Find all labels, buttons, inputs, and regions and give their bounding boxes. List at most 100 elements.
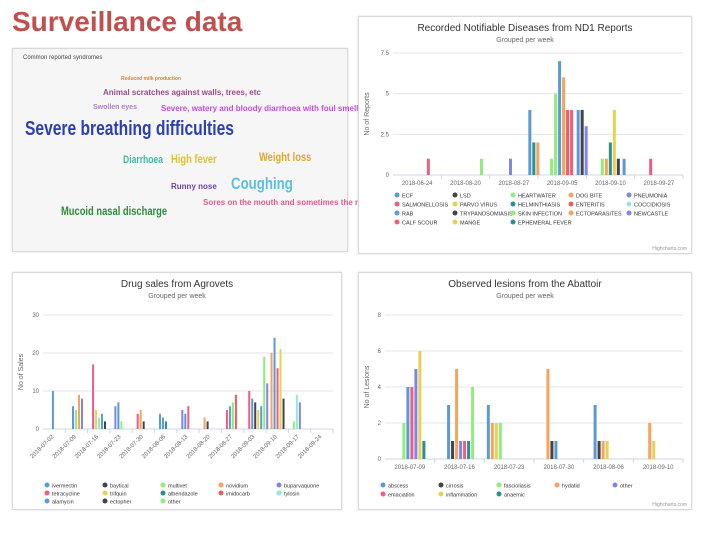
- bar: [494, 423, 498, 459]
- legend-marker: [394, 192, 400, 198]
- bar: [532, 142, 536, 175]
- bar: [536, 142, 540, 175]
- bar: [51, 391, 54, 429]
- bar: [251, 398, 254, 429]
- legend-marker: [568, 210, 574, 216]
- legend-label: SALMONELLOSIS: [402, 203, 448, 209]
- legend-label: buparvaquone: [284, 484, 319, 490]
- y-tick-label: 2: [378, 421, 382, 427]
- wordcloud-word: Diarrhoea: [123, 154, 164, 166]
- legend-label: abscess: [388, 484, 408, 490]
- bar: [225, 410, 228, 429]
- x-tick-label: 2018-09-10: [595, 181, 626, 187]
- bar: [231, 402, 234, 429]
- y-tick-label: 10: [32, 389, 39, 395]
- bar: [298, 402, 301, 429]
- legend-label: imidocarb: [226, 492, 250, 498]
- wordcloud-word: Severe breathing difficulties: [25, 118, 234, 140]
- legend-label: inflammation: [446, 493, 477, 499]
- y-tick-label: 2.5: [381, 132, 390, 138]
- legend-label: ECTOPARASITES: [576, 212, 622, 218]
- chart-title: Recorded Notifiable Diseases from ND1 Re…: [417, 23, 632, 34]
- legend-label: HEARTWATER: [518, 194, 556, 200]
- bar: [418, 351, 422, 459]
- bar: [295, 394, 298, 429]
- bar: [601, 441, 605, 459]
- bar: [426, 158, 430, 175]
- legend-marker: [394, 201, 400, 207]
- bar: [550, 158, 554, 175]
- legend-label: CALF SCOUR: [402, 221, 437, 227]
- wordcloud-word: Swollen eyes: [93, 104, 137, 111]
- legend-marker: [44, 482, 50, 488]
- bar: [406, 387, 410, 459]
- bar: [570, 109, 574, 175]
- legend-label: PNEUMONIA: [634, 194, 668, 200]
- x-tick-label: 2018-08-06: [593, 465, 624, 471]
- wordcloud-word: Sores on the mouth and sometimes the nos…: [203, 198, 374, 207]
- legend-marker: [218, 482, 224, 488]
- lesions-chart: Observed lesions from the Abattoir Groupe…: [364, 279, 687, 508]
- legend-marker: [394, 210, 400, 216]
- bar: [257, 410, 260, 429]
- legend-label: ECF: [402, 194, 414, 200]
- bar: [605, 441, 609, 459]
- bar: [203, 417, 206, 429]
- legend-marker: [452, 201, 458, 207]
- bar: [117, 402, 120, 429]
- bar: [228, 406, 231, 429]
- bar: [78, 394, 80, 429]
- chart-title: Observed lesions from the Abattoir: [448, 279, 602, 290]
- legend-marker: [438, 491, 444, 497]
- y-tick-label: 20: [32, 351, 39, 357]
- legend-marker: [626, 210, 632, 216]
- legend-label: alamycin: [52, 500, 74, 506]
- legend-marker: [160, 490, 166, 496]
- y-tick-label: 0: [36, 427, 40, 433]
- x-tick-label: 2018-09-05: [547, 181, 578, 187]
- bar: [509, 158, 512, 175]
- bar: [558, 61, 562, 176]
- bar: [480, 158, 483, 175]
- bar: [576, 109, 580, 175]
- wordcloud-word: Animal scratches against walls, trees, e…: [103, 88, 261, 97]
- bar: [554, 93, 558, 175]
- legend-marker: [276, 490, 282, 496]
- bar: [75, 410, 77, 429]
- legend-marker: [102, 482, 108, 488]
- legend-label: hydatid: [562, 484, 580, 490]
- wordcloud-panel: Common reported syndromes Reduced milk p…: [12, 48, 374, 252]
- legend-label: EPHEMERAL FEVER: [518, 221, 572, 227]
- legend-marker: [438, 482, 444, 488]
- bar: [162, 417, 164, 429]
- y-axis-title: No of Sales: [18, 353, 25, 390]
- legend-label: trifquin: [110, 492, 127, 498]
- diseases-chart-panel: Recorded Notifiable Diseases from ND1 Re…: [358, 16, 692, 254]
- bar: [463, 441, 467, 459]
- x-tick-label: 2018-06-24: [402, 181, 433, 187]
- bar: [616, 158, 620, 175]
- bar: [120, 421, 123, 429]
- bar: [471, 387, 475, 459]
- legend-marker: [510, 210, 516, 216]
- x-tick-label: 2018-09-27: [643, 181, 674, 187]
- legend-label: ENTERITIS: [576, 203, 605, 209]
- legend-label: cirrosis: [446, 484, 464, 490]
- bar: [528, 109, 532, 175]
- bar: [422, 441, 426, 459]
- legend-label: novidium: [226, 484, 248, 490]
- bar: [593, 405, 597, 459]
- bar: [622, 158, 626, 175]
- y-tick-label: 0: [386, 173, 390, 179]
- bar: [612, 109, 616, 175]
- bar: [165, 421, 167, 429]
- legend-label: NEWCASTLE: [634, 212, 669, 218]
- bar: [266, 383, 269, 429]
- legend-marker: [626, 192, 632, 198]
- x-tick-label: 2018-07-30: [543, 465, 574, 471]
- y-tick-label: 5: [386, 92, 390, 98]
- legend-marker: [102, 490, 108, 496]
- legend-label: fascioliasis: [504, 484, 531, 490]
- legend-marker: [612, 482, 618, 488]
- y-tick-label: 4: [378, 385, 382, 391]
